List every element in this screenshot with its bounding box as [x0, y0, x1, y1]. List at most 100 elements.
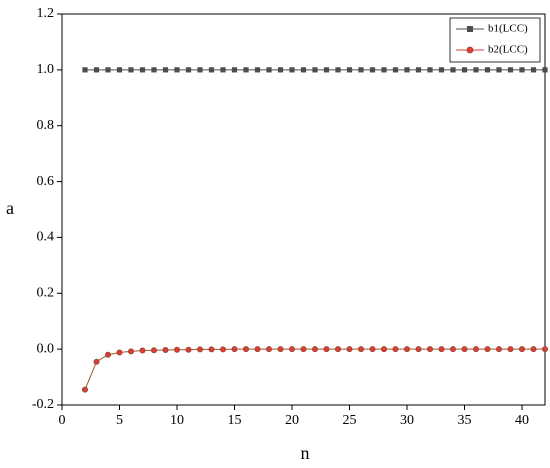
- data-point: [220, 67, 226, 73]
- x-tick-label: 0: [59, 413, 66, 428]
- data-point: [277, 67, 284, 73]
- data-point: [472, 346, 479, 353]
- data-point: [93, 358, 100, 365]
- data-point: [105, 351, 112, 358]
- legend-box: [449, 17, 541, 63]
- data-point: [495, 346, 502, 353]
- data-point: [438, 346, 445, 353]
- data-point: [116, 349, 123, 356]
- data-point: [231, 67, 238, 73]
- data-point: [300, 67, 307, 73]
- x-tick-label: 25: [343, 413, 357, 428]
- data-point: [127, 348, 134, 355]
- data-point: [496, 67, 502, 73]
- data-point: [380, 346, 387, 353]
- data-point: [174, 67, 180, 73]
- y-tick-label: 1.2: [37, 6, 55, 21]
- data-point: [208, 346, 215, 353]
- data-point: [243, 67, 249, 73]
- data-point: [128, 67, 134, 73]
- data-point: [231, 346, 238, 353]
- data-point: [346, 67, 353, 73]
- data-point: [484, 67, 491, 73]
- data-point: [173, 346, 180, 353]
- data-point: [507, 346, 514, 353]
- data-point: [404, 67, 410, 73]
- data-point: [300, 346, 307, 353]
- data-point: [346, 346, 353, 353]
- x-tick-label: 35: [458, 413, 472, 428]
- x-tick-label: 20: [285, 413, 299, 428]
- data-point: [93, 67, 100, 73]
- x-axis-label: n: [301, 443, 310, 463]
- data-point: [369, 346, 376, 353]
- data-point: [254, 346, 261, 353]
- data-point: [530, 346, 537, 353]
- data-point: [219, 346, 226, 353]
- data-point: [461, 346, 468, 353]
- data-point: [334, 346, 341, 353]
- y-tick-label: 1.0: [37, 62, 55, 77]
- data-point: [427, 67, 433, 73]
- data-point: [392, 346, 399, 353]
- data-point: [369, 67, 376, 73]
- data-point: [519, 346, 526, 353]
- data-point: [392, 67, 399, 73]
- data-point: [151, 67, 157, 73]
- data-point: [150, 347, 157, 354]
- data-point: [208, 67, 215, 73]
- data-point: [288, 346, 295, 353]
- plot-frame: [61, 13, 546, 406]
- data-point: [323, 67, 330, 73]
- data-point: [139, 347, 146, 354]
- data-point: [242, 346, 249, 353]
- data-point: [335, 67, 341, 73]
- data-point: [530, 67, 537, 73]
- y-tick-label: 0.6: [37, 174, 55, 189]
- data-point: [185, 67, 192, 73]
- data-point: [415, 67, 422, 73]
- data-point: [277, 346, 284, 353]
- data-point: [82, 386, 89, 393]
- data-point: [196, 346, 203, 353]
- data-point: [139, 67, 146, 73]
- y-tick-label: 0.8: [37, 118, 55, 133]
- data-point: [162, 67, 169, 73]
- data-point: [415, 346, 422, 353]
- series-line: [84, 348, 545, 390]
- data-point: [312, 67, 318, 73]
- data-point: [105, 67, 111, 73]
- data-point: [254, 67, 261, 73]
- data-point: [542, 67, 548, 73]
- data-point: [473, 67, 479, 73]
- data-point: [82, 67, 88, 73]
- y-tick-label: -0.2: [32, 397, 54, 412]
- data-point: [162, 346, 169, 353]
- data-point: [116, 67, 123, 73]
- data-point: [484, 346, 491, 353]
- y-axis-label: a: [6, 198, 14, 218]
- x-tick-label: 30: [400, 413, 414, 428]
- x-tick-label: 5: [116, 413, 123, 428]
- legend-marker: [466, 46, 474, 54]
- y-tick-label: 0.2: [37, 286, 55, 301]
- x-tick-label: 10: [170, 413, 184, 428]
- y-tick-label: 0.0: [37, 341, 55, 356]
- legend-label: b2(LCC): [488, 44, 528, 56]
- data-point: [323, 346, 330, 353]
- data-point: [197, 67, 203, 73]
- data-point: [403, 346, 410, 353]
- legend-marker: [467, 26, 473, 32]
- y-tick-label: 0.4: [37, 230, 55, 245]
- data-point: [381, 67, 387, 73]
- data-point: [519, 67, 525, 73]
- data-point: [461, 67, 468, 73]
- data-point: [438, 67, 445, 73]
- data-point: [449, 346, 456, 353]
- x-tick-label: 40: [515, 413, 529, 428]
- data-point: [311, 346, 318, 353]
- data-point: [266, 67, 272, 73]
- data-point: [289, 67, 295, 73]
- legend-label: b1(LCC): [488, 23, 528, 35]
